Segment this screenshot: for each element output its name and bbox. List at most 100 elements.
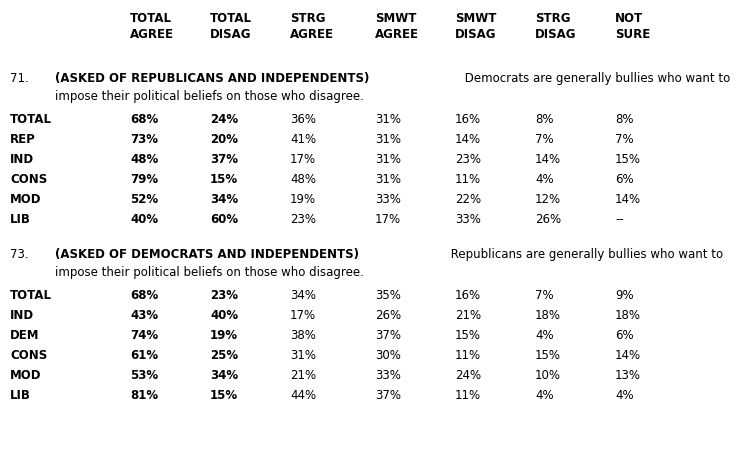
Text: TOTAL
DISAG: TOTAL DISAG <box>210 12 252 41</box>
Text: 17%: 17% <box>375 212 401 226</box>
Text: 6%: 6% <box>615 173 634 186</box>
Text: 40%: 40% <box>210 308 238 321</box>
Text: 19%: 19% <box>210 328 238 341</box>
Text: 37%: 37% <box>210 152 238 166</box>
Text: 4%: 4% <box>535 173 554 186</box>
Text: 79%: 79% <box>130 173 158 186</box>
Text: STRG
AGREE: STRG AGREE <box>290 12 334 41</box>
Text: LIB: LIB <box>10 212 31 226</box>
Text: 25%: 25% <box>210 348 238 361</box>
Text: (ASKED OF DEMOCRATS AND INDEPENDENTS): (ASKED OF DEMOCRATS AND INDEPENDENTS) <box>55 248 359 260</box>
Text: SMWT
AGREE: SMWT AGREE <box>375 12 419 41</box>
Text: 48%: 48% <box>290 173 316 186</box>
Text: 48%: 48% <box>130 152 158 166</box>
Text: (ASKED OF REPUBLICANS AND INDEPENDENTS): (ASKED OF REPUBLICANS AND INDEPENDENTS) <box>55 72 369 85</box>
Text: 8%: 8% <box>615 113 634 126</box>
Text: LIB: LIB <box>10 388 31 401</box>
Text: 15%: 15% <box>210 173 238 186</box>
Text: 40%: 40% <box>130 212 158 226</box>
Text: Democrats are generally bullies who want to: Democrats are generally bullies who want… <box>460 72 730 85</box>
Text: impose their political beliefs on those who disagree.: impose their political beliefs on those … <box>55 90 364 103</box>
Text: 37%: 37% <box>375 328 401 341</box>
Text: 60%: 60% <box>210 212 238 226</box>
Text: 31%: 31% <box>290 348 316 361</box>
Text: 18%: 18% <box>615 308 641 321</box>
Text: 7%: 7% <box>615 133 634 146</box>
Text: MOD: MOD <box>10 193 41 206</box>
Text: TOTAL: TOTAL <box>10 288 52 301</box>
Text: TOTAL
AGREE: TOTAL AGREE <box>130 12 174 41</box>
Text: 61%: 61% <box>130 348 158 361</box>
Text: 30%: 30% <box>375 348 400 361</box>
Text: 33%: 33% <box>375 193 400 206</box>
Text: 11%: 11% <box>455 173 482 186</box>
Text: 15%: 15% <box>535 348 561 361</box>
Text: 17%: 17% <box>290 152 316 166</box>
Text: 23%: 23% <box>290 212 316 226</box>
Text: 34%: 34% <box>210 193 238 206</box>
Text: 52%: 52% <box>130 193 158 206</box>
Text: 15%: 15% <box>615 152 641 166</box>
Text: 21%: 21% <box>455 308 482 321</box>
Text: 74%: 74% <box>130 328 158 341</box>
Text: 7%: 7% <box>535 288 554 301</box>
Text: REP: REP <box>10 133 36 146</box>
Text: 17%: 17% <box>290 308 316 321</box>
Text: 18%: 18% <box>535 308 561 321</box>
Text: 73%: 73% <box>130 133 158 146</box>
Text: 68%: 68% <box>130 113 158 126</box>
Text: 53%: 53% <box>130 368 158 381</box>
Text: 24%: 24% <box>210 113 238 126</box>
Text: NOT
SURE: NOT SURE <box>615 12 650 41</box>
Text: STRG
DISAG: STRG DISAG <box>535 12 577 41</box>
Text: 15%: 15% <box>455 328 481 341</box>
Text: Republicans are generally bullies who want to: Republicans are generally bullies who wa… <box>447 248 724 260</box>
Text: 31%: 31% <box>375 173 401 186</box>
Text: CONS: CONS <box>10 173 47 186</box>
Text: 20%: 20% <box>210 133 238 146</box>
Text: 4%: 4% <box>535 328 554 341</box>
Text: 7%: 7% <box>535 133 554 146</box>
Text: 35%: 35% <box>375 288 400 301</box>
Text: 23%: 23% <box>210 288 238 301</box>
Text: 4%: 4% <box>535 388 554 401</box>
Text: 9%: 9% <box>615 288 634 301</box>
Text: 81%: 81% <box>130 388 158 401</box>
Text: 11%: 11% <box>455 348 482 361</box>
Text: IND: IND <box>10 152 34 166</box>
Text: 34%: 34% <box>210 368 238 381</box>
Text: 13%: 13% <box>615 368 641 381</box>
Text: 6%: 6% <box>615 328 634 341</box>
Text: 33%: 33% <box>375 368 400 381</box>
Text: 16%: 16% <box>455 288 482 301</box>
Text: CONS: CONS <box>10 348 47 361</box>
Text: 34%: 34% <box>290 288 316 301</box>
Text: 10%: 10% <box>535 368 561 381</box>
Text: IND: IND <box>10 308 34 321</box>
Text: 38%: 38% <box>290 328 316 341</box>
Text: 68%: 68% <box>130 288 158 301</box>
Text: 31%: 31% <box>375 113 401 126</box>
Text: 8%: 8% <box>535 113 554 126</box>
Text: 43%: 43% <box>130 308 158 321</box>
Text: 41%: 41% <box>290 133 316 146</box>
Text: TOTAL: TOTAL <box>10 113 52 126</box>
Text: 24%: 24% <box>455 368 482 381</box>
Text: SMWT
DISAG: SMWT DISAG <box>455 12 497 41</box>
Text: 21%: 21% <box>290 368 316 381</box>
Text: 26%: 26% <box>535 212 561 226</box>
Text: 14%: 14% <box>615 193 641 206</box>
Text: 44%: 44% <box>290 388 316 401</box>
Text: 4%: 4% <box>615 388 634 401</box>
Text: 14%: 14% <box>615 348 641 361</box>
Text: 26%: 26% <box>375 308 401 321</box>
Text: 11%: 11% <box>455 388 482 401</box>
Text: 31%: 31% <box>375 152 401 166</box>
Text: impose their political beliefs on those who disagree.: impose their political beliefs on those … <box>55 265 364 278</box>
Text: 16%: 16% <box>455 113 482 126</box>
Text: 36%: 36% <box>290 113 316 126</box>
Text: 23%: 23% <box>455 152 481 166</box>
Text: 14%: 14% <box>455 133 482 146</box>
Text: 15%: 15% <box>210 388 238 401</box>
Text: 33%: 33% <box>455 212 481 226</box>
